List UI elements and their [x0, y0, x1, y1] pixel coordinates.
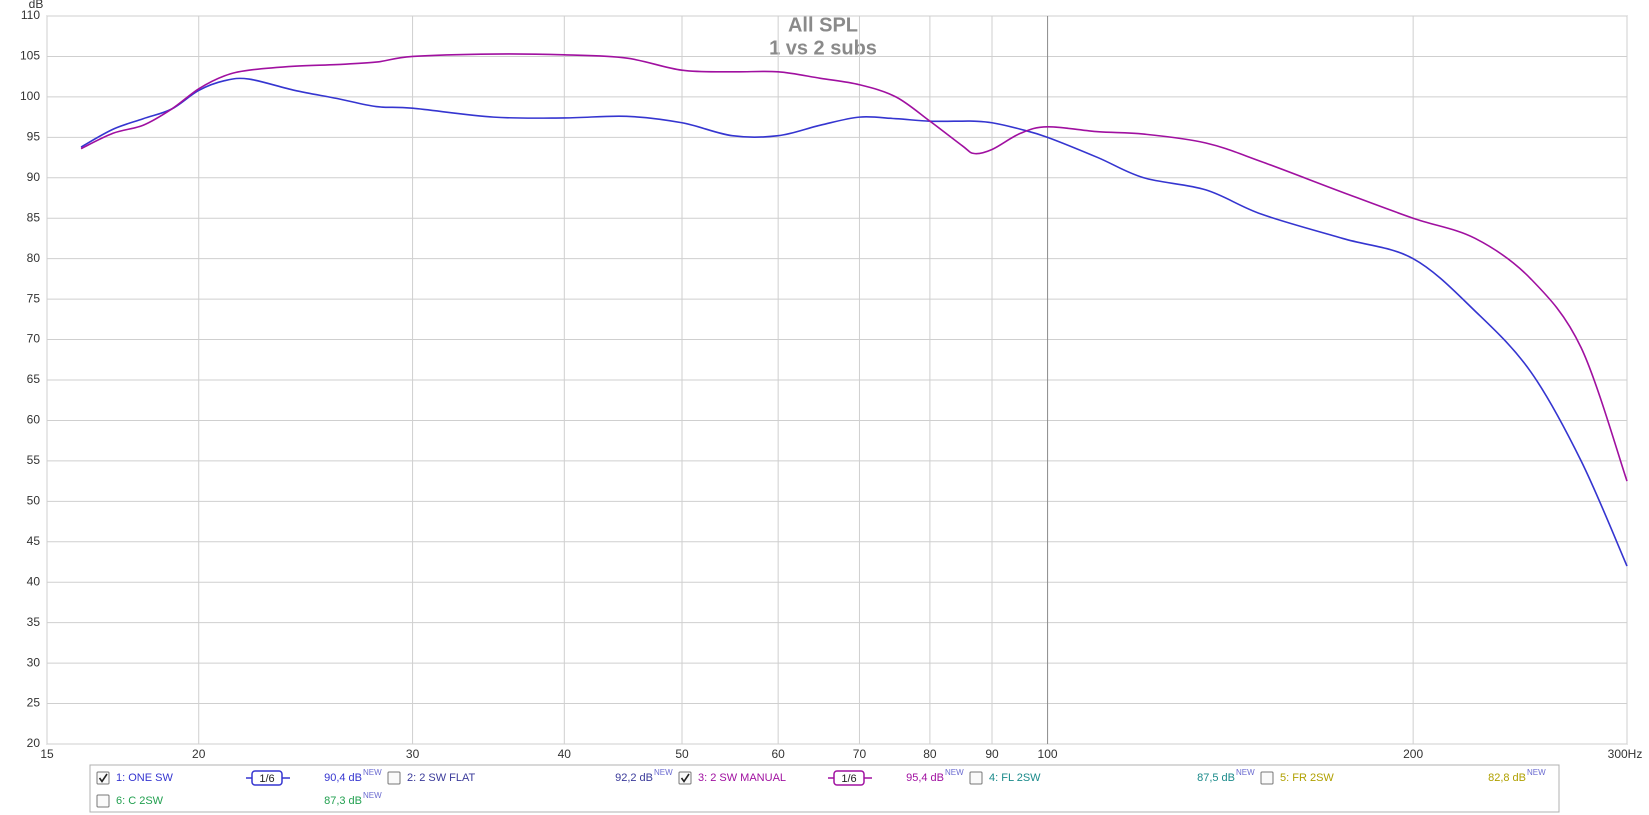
smoothing-box[interactable]	[833, 770, 865, 786]
y-tick-label: 95	[27, 130, 41, 144]
level-label: 90,4 dB	[324, 772, 362, 784]
y-tick-label: 90	[27, 170, 41, 184]
smoothing-label: 1/6	[841, 773, 856, 785]
legend-entry: 1: ONE SW 1/6 90,4 dB NEW	[96, 768, 382, 786]
y-tick-label: 60	[27, 413, 41, 427]
legend-panel	[89, 764, 1560, 813]
y-tick-label: 75	[27, 291, 41, 305]
x-tick-label: 300Hz	[1608, 747, 1643, 761]
y-tick-label: 40	[27, 574, 41, 588]
legend-entry: 3: 2 SW MANUAL 1/6 95,4 dB NEW	[678, 768, 964, 786]
legend-entry: 5: FR 2SW 82,8 dB NEW	[1260, 768, 1546, 785]
checkbox[interactable]	[96, 771, 110, 785]
checkbox[interactable]	[96, 794, 110, 808]
new-badge: NEW	[654, 768, 673, 777]
x-tick-label: 15	[40, 747, 54, 761]
chart-subtitle: 1 vs 2 subs	[769, 37, 877, 59]
y-tick-label: 100	[20, 89, 40, 103]
checkbox[interactable]	[387, 771, 401, 785]
y-tick-label: 45	[27, 534, 41, 548]
x-tick-label: 90	[985, 747, 999, 761]
legend-entry: 4: FL 2SW 87,5 dB NEW	[969, 768, 1255, 785]
y-tick-label: 35	[27, 615, 41, 629]
checkbox[interactable]	[969, 771, 983, 785]
new-badge: NEW	[1527, 768, 1546, 777]
smoothing-box[interactable]	[251, 770, 283, 786]
legend-entry: 2: 2 SW FLAT 92,2 dB NEW	[387, 768, 673, 785]
y-tick-label: 110	[21, 8, 40, 22]
legend-label: 1: ONE SW	[116, 772, 173, 784]
y-tick-label: 25	[27, 696, 41, 710]
smoothing-label: 1/6	[259, 773, 274, 785]
x-tick-label: 40	[558, 747, 572, 761]
legend-label: 2: 2 SW FLAT	[407, 772, 476, 784]
y-tick-label: 65	[27, 372, 41, 386]
legend-label: 3: 2 SW MANUAL	[698, 772, 786, 784]
x-tick-label: 30	[406, 747, 420, 761]
new-badge: NEW	[1236, 768, 1255, 777]
legend-label: 5: FR 2SW	[1280, 772, 1334, 784]
y-tick-label: 20	[27, 736, 41, 750]
y-tick-label: 55	[27, 453, 41, 467]
data-line	[80, 77, 1628, 567]
y-tick-label: 85	[27, 210, 41, 224]
x-tick-label: 200	[1403, 747, 1423, 761]
x-tick-label: 70	[853, 747, 867, 761]
x-tick-label: 100	[1038, 747, 1058, 761]
level-label: 95,4 dB	[906, 772, 944, 784]
x-tick-label: 20	[192, 747, 206, 761]
new-badge: NEW	[363, 791, 382, 800]
y-tick-label: 80	[27, 251, 41, 265]
level-label: 87,3 dB	[324, 795, 362, 807]
x-tick-label: 60	[771, 747, 785, 761]
y-tick-label: 50	[27, 494, 41, 508]
legend-label: 4: FL 2SW	[989, 772, 1041, 784]
level-label: 87,5 dB	[1197, 772, 1235, 784]
legend-entry: 6: C 2SW 87,3 dB NEW	[96, 791, 382, 808]
check-mark	[98, 773, 108, 783]
data-line	[80, 53, 1628, 482]
level-label: 82,8 dB	[1488, 772, 1526, 784]
new-badge: NEW	[945, 768, 964, 777]
checkbox[interactable]	[678, 771, 692, 785]
checkbox[interactable]	[1260, 771, 1274, 785]
x-tick-label: 50	[675, 747, 689, 761]
y-tick-label: 70	[27, 332, 41, 346]
y-axis-label: dB	[29, 0, 44, 11]
y-tick-label: 105	[20, 49, 40, 63]
legend-label: 6: C 2SW	[116, 795, 164, 807]
new-badge: NEW	[363, 768, 382, 777]
chart-title: All SPL	[788, 14, 858, 36]
level-label: 92,2 dB	[615, 772, 653, 784]
y-tick-label: 30	[27, 655, 41, 669]
x-tick-label: 80	[923, 747, 937, 761]
check-mark	[680, 773, 690, 783]
